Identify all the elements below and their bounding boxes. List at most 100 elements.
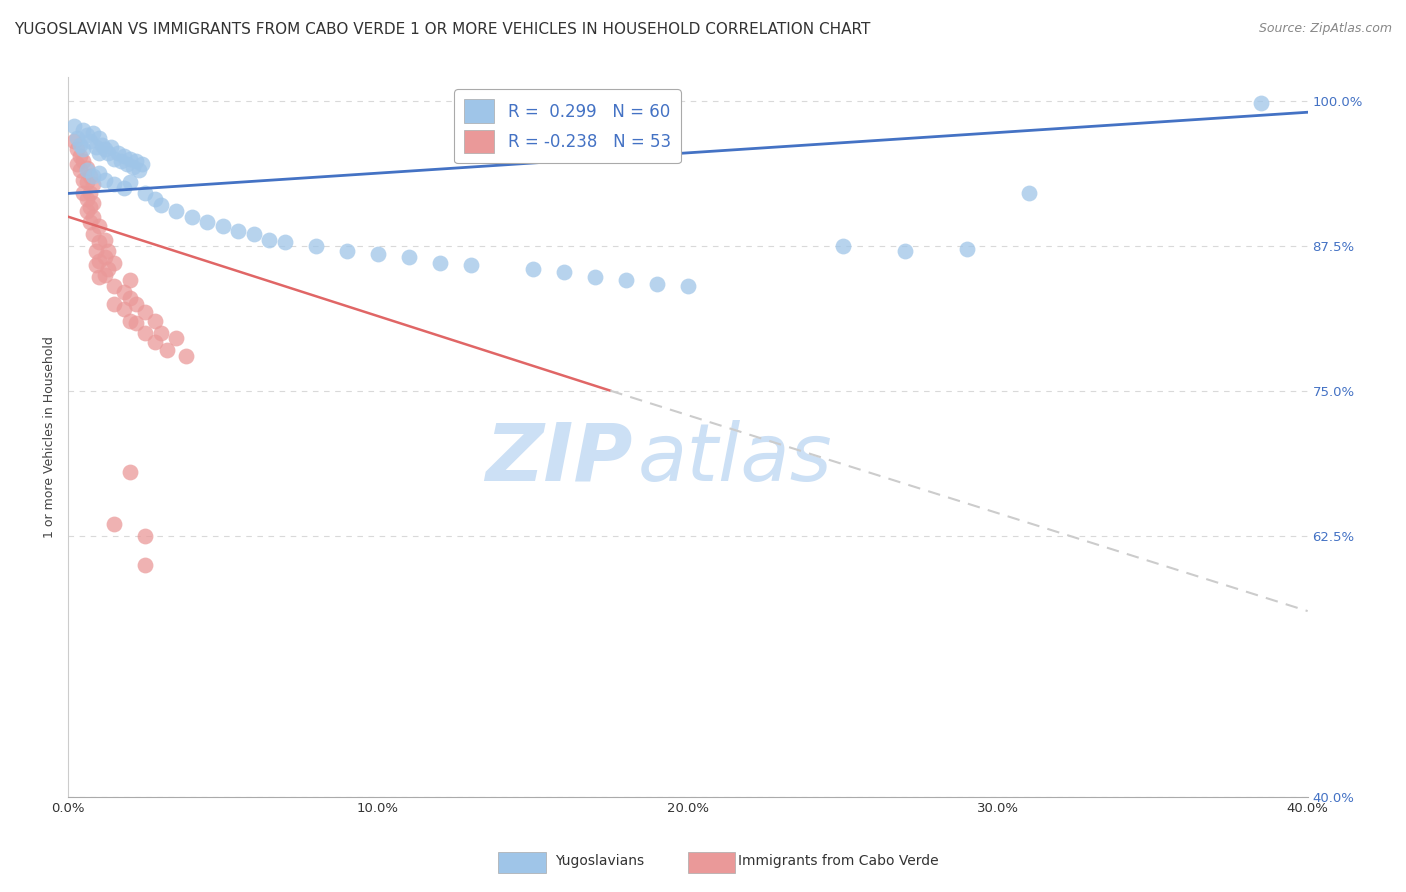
Point (97, 244, 120, 259)
Point (103, 152, 125, 166)
Point (84, 244, 107, 259)
Point (429, 256, 451, 270)
Point (336, 244, 359, 259)
Text: Immigrants from Cabo Verde: Immigrants from Cabo Verde (738, 854, 939, 868)
Point (118, 314, 141, 328)
Point (112, 149, 135, 163)
Point (893, 244, 915, 259)
Point (128, 163, 150, 178)
Point (103, 296, 125, 310)
Point (87, 165, 110, 179)
Point (125, 296, 148, 310)
Point (79, 186, 101, 201)
Point (134, 326, 156, 340)
Point (94, 172, 117, 186)
Point (72, 172, 94, 186)
Point (97, 261, 120, 276)
Point (228, 223, 250, 237)
Point (110, 153, 132, 168)
Point (956, 242, 979, 256)
Point (212, 219, 235, 233)
Point (143, 334, 166, 349)
Point (72, 186, 94, 201)
Point (274, 235, 297, 249)
Point (103, 177, 125, 191)
Point (79, 215, 101, 229)
Point (87, 253, 110, 268)
Point (522, 261, 544, 276)
Point (103, 279, 125, 293)
Point (149, 198, 172, 212)
Point (94, 268, 117, 282)
Point (82, 227, 104, 241)
Point (84, 140, 107, 154)
Point (63, 119, 86, 133)
Point (76, 161, 98, 175)
Legend: R =  0.299   N = 60, R = -0.238   N = 53: R = 0.299 N = 60, R = -0.238 N = 53 (454, 89, 681, 163)
Point (115, 157, 138, 171)
Point (553, 265, 575, 279)
Point (1250, 95, 1272, 110)
Point (76, 175, 98, 189)
Text: Source: ZipAtlas.com: Source: ZipAtlas.com (1258, 22, 1392, 36)
Point (82, 195, 104, 210)
Point (583, 270, 606, 285)
Text: atlas: atlas (638, 419, 832, 498)
Point (125, 153, 148, 168)
Point (1018, 186, 1040, 201)
Point (103, 256, 125, 270)
Point (118, 175, 141, 189)
Point (118, 152, 141, 166)
Point (131, 157, 153, 171)
Point (676, 279, 699, 293)
Point (143, 192, 166, 206)
Point (134, 305, 156, 319)
Point (134, 529, 156, 543)
Point (94, 233, 117, 247)
Point (156, 343, 179, 357)
Point (79, 169, 101, 183)
Point (134, 558, 156, 572)
Point (831, 238, 853, 252)
Point (134, 186, 156, 201)
Point (174, 349, 197, 363)
Point (165, 331, 187, 345)
Point (69, 149, 91, 163)
Point (103, 517, 125, 532)
Point (143, 314, 166, 328)
Text: Yugoslavians: Yugoslavians (555, 854, 644, 868)
Point (72, 122, 94, 136)
Point (118, 273, 141, 287)
Point (79, 200, 101, 214)
Point (66, 157, 89, 171)
Point (305, 238, 328, 252)
Y-axis label: 1 or more Vehicles in Household: 1 or more Vehicles in Household (44, 336, 56, 538)
Point (82, 210, 104, 224)
Point (76, 192, 98, 206)
Point (118, 465, 141, 479)
Point (87, 270, 110, 285)
Point (122, 160, 145, 174)
Point (72, 153, 94, 168)
Point (84, 259, 107, 273)
Point (87, 219, 110, 233)
Point (112, 180, 135, 194)
Point (87, 145, 110, 160)
Point (94, 142, 117, 156)
Text: ZIP: ZIP (485, 419, 633, 498)
Point (76, 203, 98, 218)
Point (125, 317, 148, 331)
Point (82, 177, 104, 191)
Point (94, 250, 117, 264)
Text: YUGOSLAVIAN VS IMMIGRANTS FROM CABO VERDE 1 OR MORE VEHICLES IN HOUSEHOLD CORREL: YUGOSLAVIAN VS IMMIGRANTS FROM CABO VERD… (14, 22, 870, 37)
Point (107, 145, 129, 160)
Point (87, 130, 110, 145)
Point (79, 134, 101, 148)
Point (259, 233, 281, 247)
Point (460, 259, 482, 273)
Point (243, 227, 266, 241)
Point (614, 273, 637, 287)
Point (76, 128, 98, 143)
Point (180, 210, 202, 224)
Point (72, 142, 94, 156)
